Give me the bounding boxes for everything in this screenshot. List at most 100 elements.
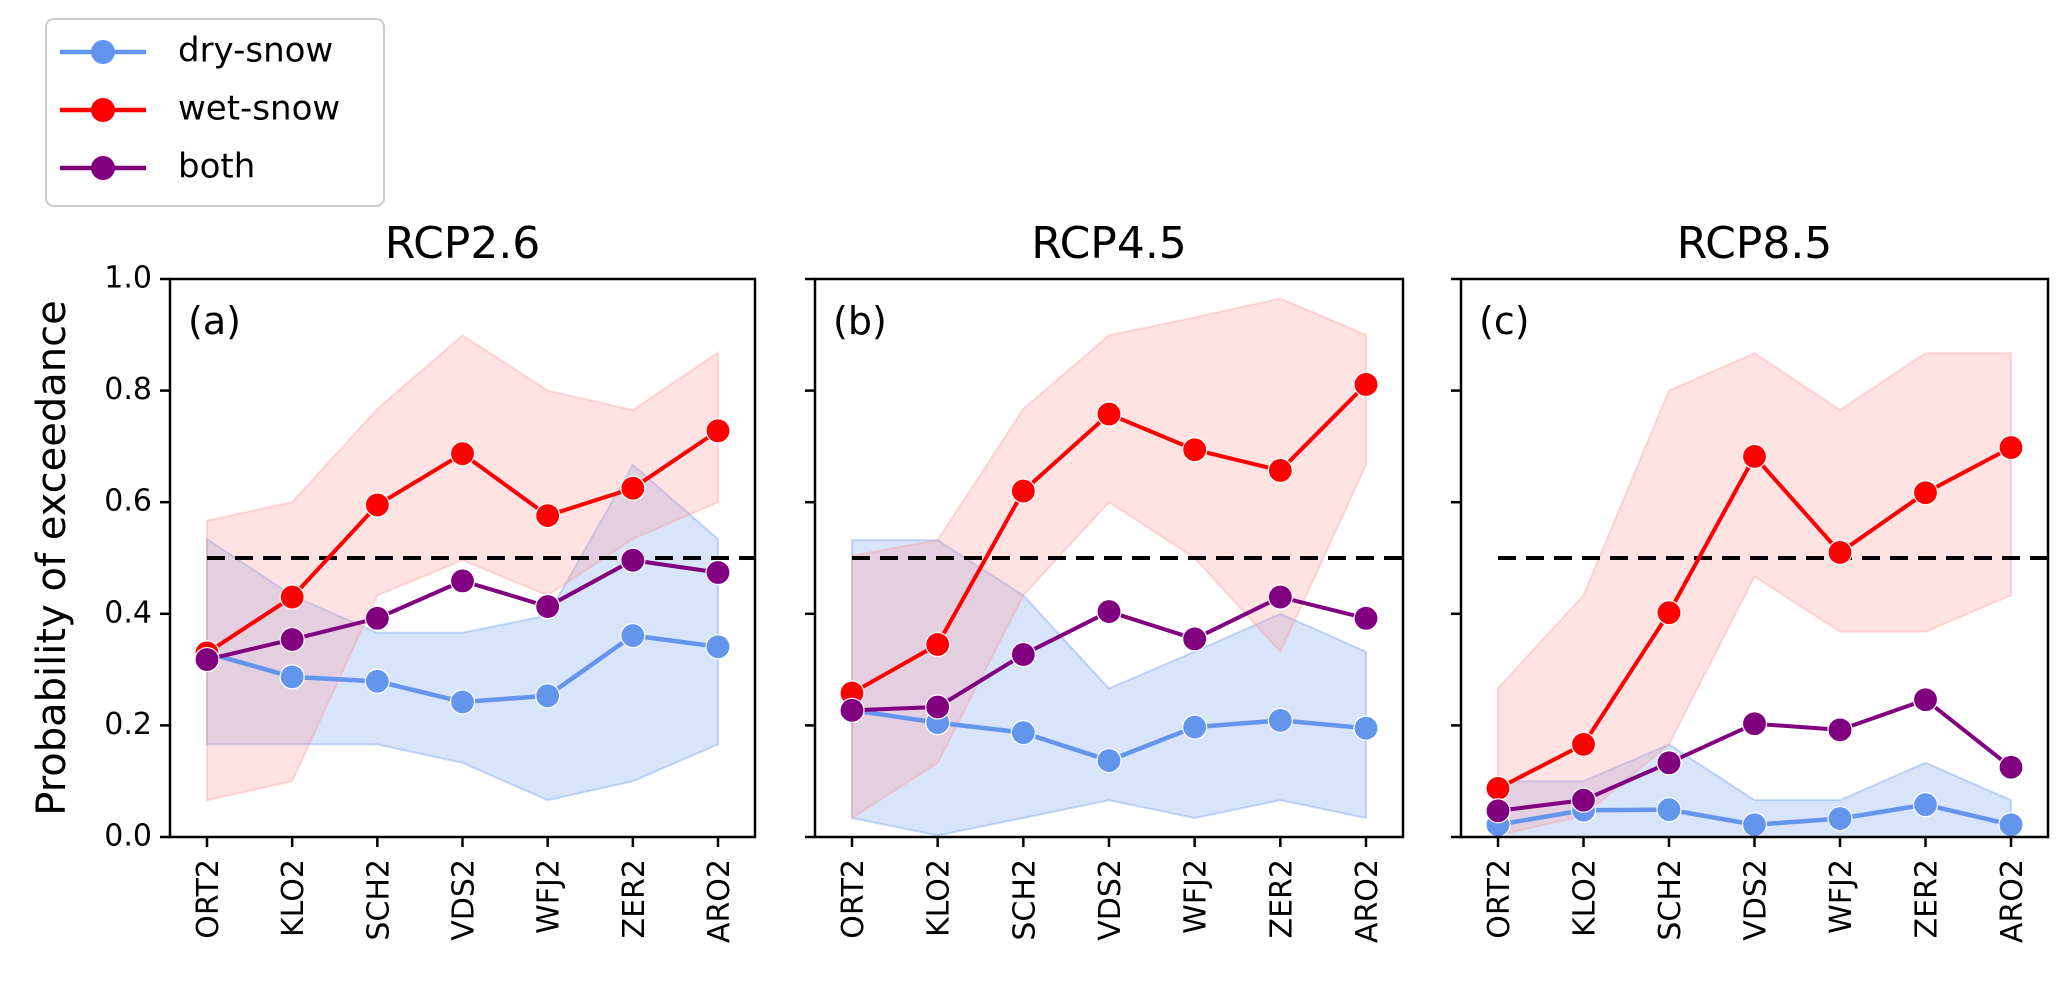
legend-label: both	[178, 147, 255, 187]
dry-snow-point-VDS2	[1096, 747, 1122, 774]
both-point-WFJ2	[1182, 626, 1208, 652]
panel-2-bands	[851, 297, 1367, 837]
dry-snow-point-WFJ2	[1827, 805, 1853, 832]
panel-3-axes: ORT2 KLO2 SCH2 VDS2 WFJ2 ZER2 ARO2 RCP8.5 (c)	[1451, 218, 2050, 943]
wet-snow-point-VDS2	[1741, 443, 1768, 470]
wet-snow-point-ZER2	[1912, 480, 1939, 506]
x-tick-label-SCH2: SCH2	[1007, 859, 1042, 941]
dry-snow-point-SCH2	[1010, 720, 1036, 746]
dry-snow-range-band	[206, 463, 719, 802]
wet-snow-point-KLO2	[279, 584, 305, 610]
dry-snow-point-ARO2	[1998, 812, 2024, 838]
legend-entry-dry-snow: dry-snow	[60, 31, 333, 71]
both-point-ARO2	[1998, 754, 2024, 780]
dry-snow-point-KLO2	[279, 664, 305, 690]
both-point-ORT2	[1485, 798, 1511, 824]
x-tick-label-KLO2: KLO2	[922, 859, 957, 937]
wet-snow-point-KLO2	[925, 631, 951, 658]
panel-title: RCP4.5	[1031, 218, 1187, 269]
both-point-SCH2	[1656, 750, 1682, 776]
both-point-KLO2	[279, 626, 305, 653]
dry-snow-point-WFJ2	[1182, 714, 1208, 740]
x-tick-label-WFJ2: WFJ2	[532, 859, 567, 934]
both-point-ZER2	[1267, 584, 1293, 610]
both-point-ORT2	[839, 697, 865, 723]
dry-snow-point-VDS2	[1741, 812, 1768, 838]
legend-swatch-marker	[91, 156, 115, 180]
both-point-WFJ2	[535, 593, 561, 620]
panel-2-series	[839, 371, 1379, 774]
both-point-KLO2	[1570, 787, 1597, 813]
x-tick-label-VDS2: VDS2	[447, 859, 482, 941]
wet-snow-point-ZER2	[1267, 457, 1293, 483]
wet-snow-point-WFJ2	[535, 502, 561, 529]
panel-1-axes: 0.0 0.2 0.4 0.6 0.8 1.0 ORT2 KLO2 SCH2 VDS2 WFJ2 ZE…	[104, 218, 757, 943]
legend-entry-wet-snow: wet-snow	[60, 89, 340, 129]
dry-snow-point-VDS2	[449, 689, 476, 715]
wet-snow-point-VDS2	[449, 441, 476, 467]
both-point-WFJ2	[1827, 717, 1853, 743]
panel-tag: (c)	[1479, 299, 1530, 343]
both-point-ORT2	[194, 646, 220, 673]
legend-entry-both: both	[60, 147, 255, 187]
wet-snow-point-VDS2	[1096, 401, 1122, 427]
x-tick-label-VDS2: VDS2	[1739, 859, 1774, 941]
wet-snow-range-band	[1497, 352, 2012, 837]
y-tick-label: 0.6	[104, 484, 152, 519]
both-point-ARO2	[705, 559, 731, 586]
wet-snow-point-ORT2	[1485, 775, 1511, 802]
dry-snow-point-ARO2	[705, 634, 731, 660]
wet-snow-point-ARO2	[1353, 371, 1379, 398]
wet-snow-point-SCH2	[1010, 478, 1036, 504]
x-tick-label-ORT2: ORT2	[191, 859, 226, 939]
x-tick-label-SCH2: SCH2	[361, 859, 396, 941]
y-tick-label: 1.0	[104, 261, 152, 296]
dry-snow-point-ZER2	[620, 622, 646, 649]
both-point-VDS2	[1741, 711, 1768, 737]
wet-snow-point-ARO2	[1998, 434, 2024, 461]
x-tick-label-ORT2: ORT2	[1482, 859, 1517, 939]
y-tick-label: 0.2	[104, 707, 152, 742]
x-tick-label-KLO2: KLO2	[276, 859, 311, 937]
panel-1-series	[194, 418, 731, 715]
panel-3-bands	[1497, 352, 2012, 838]
x-tick-label-ZER2: ZER2	[1264, 859, 1299, 938]
wet-snow-point-WFJ2	[1827, 539, 1853, 566]
legend-label: dry-snow	[178, 31, 333, 71]
both-point-ZER2	[1912, 687, 1939, 713]
wet-snow-point-WFJ2	[1182, 437, 1208, 463]
wet-snow-point-ARO2	[705, 418, 731, 444]
dry-snow-point-SCH2	[364, 668, 390, 694]
wet-snow-point-KLO2	[1570, 731, 1597, 757]
legend-swatch-marker	[91, 98, 115, 122]
legend-swatch-marker	[91, 40, 115, 64]
legend-label: wet-snow	[178, 89, 340, 129]
x-tick-label-SCH2: SCH2	[1653, 859, 1688, 941]
dry-snow-point-SCH2	[1656, 797, 1682, 823]
dry-snow-point-ZER2	[1912, 792, 1939, 818]
wet-snow-point-SCH2	[1656, 600, 1682, 626]
both-point-KLO2	[925, 694, 951, 720]
x-tick-label-WFJ2: WFJ2	[1179, 859, 1214, 934]
dry-snow-point-ZER2	[1267, 707, 1293, 733]
dry-snow-range-band	[851, 539, 1367, 837]
legend-frame	[45, 18, 385, 207]
panel-1-bands	[206, 334, 719, 802]
both-point-ARO2	[1353, 605, 1379, 631]
panel-2-axes: ORT2 KLO2 SCH2 VDS2 WFJ2 ZER2 ARO2 RCP4.5 (b)	[805, 218, 1405, 943]
y-axis-label: Probability of exceedance	[29, 300, 75, 815]
y-tick-label: 0.0	[104, 819, 152, 854]
x-tick-label-WFJ2: WFJ2	[1824, 859, 1859, 934]
x-tick-label-ARO2: ARO2	[1995, 859, 2030, 943]
x-tick-label-ARO2: ARO2	[1350, 859, 1385, 943]
legend: dry-snow wet-snow both	[45, 18, 385, 207]
both-point-SCH2	[1010, 641, 1036, 668]
dry-snow-point-ARO2	[1353, 715, 1379, 741]
x-tick-label-ZER2: ZER2	[1910, 859, 1945, 938]
panel-3-series	[1485, 434, 2024, 838]
y-tick-label: 0.8	[104, 372, 152, 407]
dry-snow-point-WFJ2	[535, 683, 561, 709]
both-point-SCH2	[364, 605, 390, 631]
x-tick-label-ORT2: ORT2	[836, 859, 871, 939]
